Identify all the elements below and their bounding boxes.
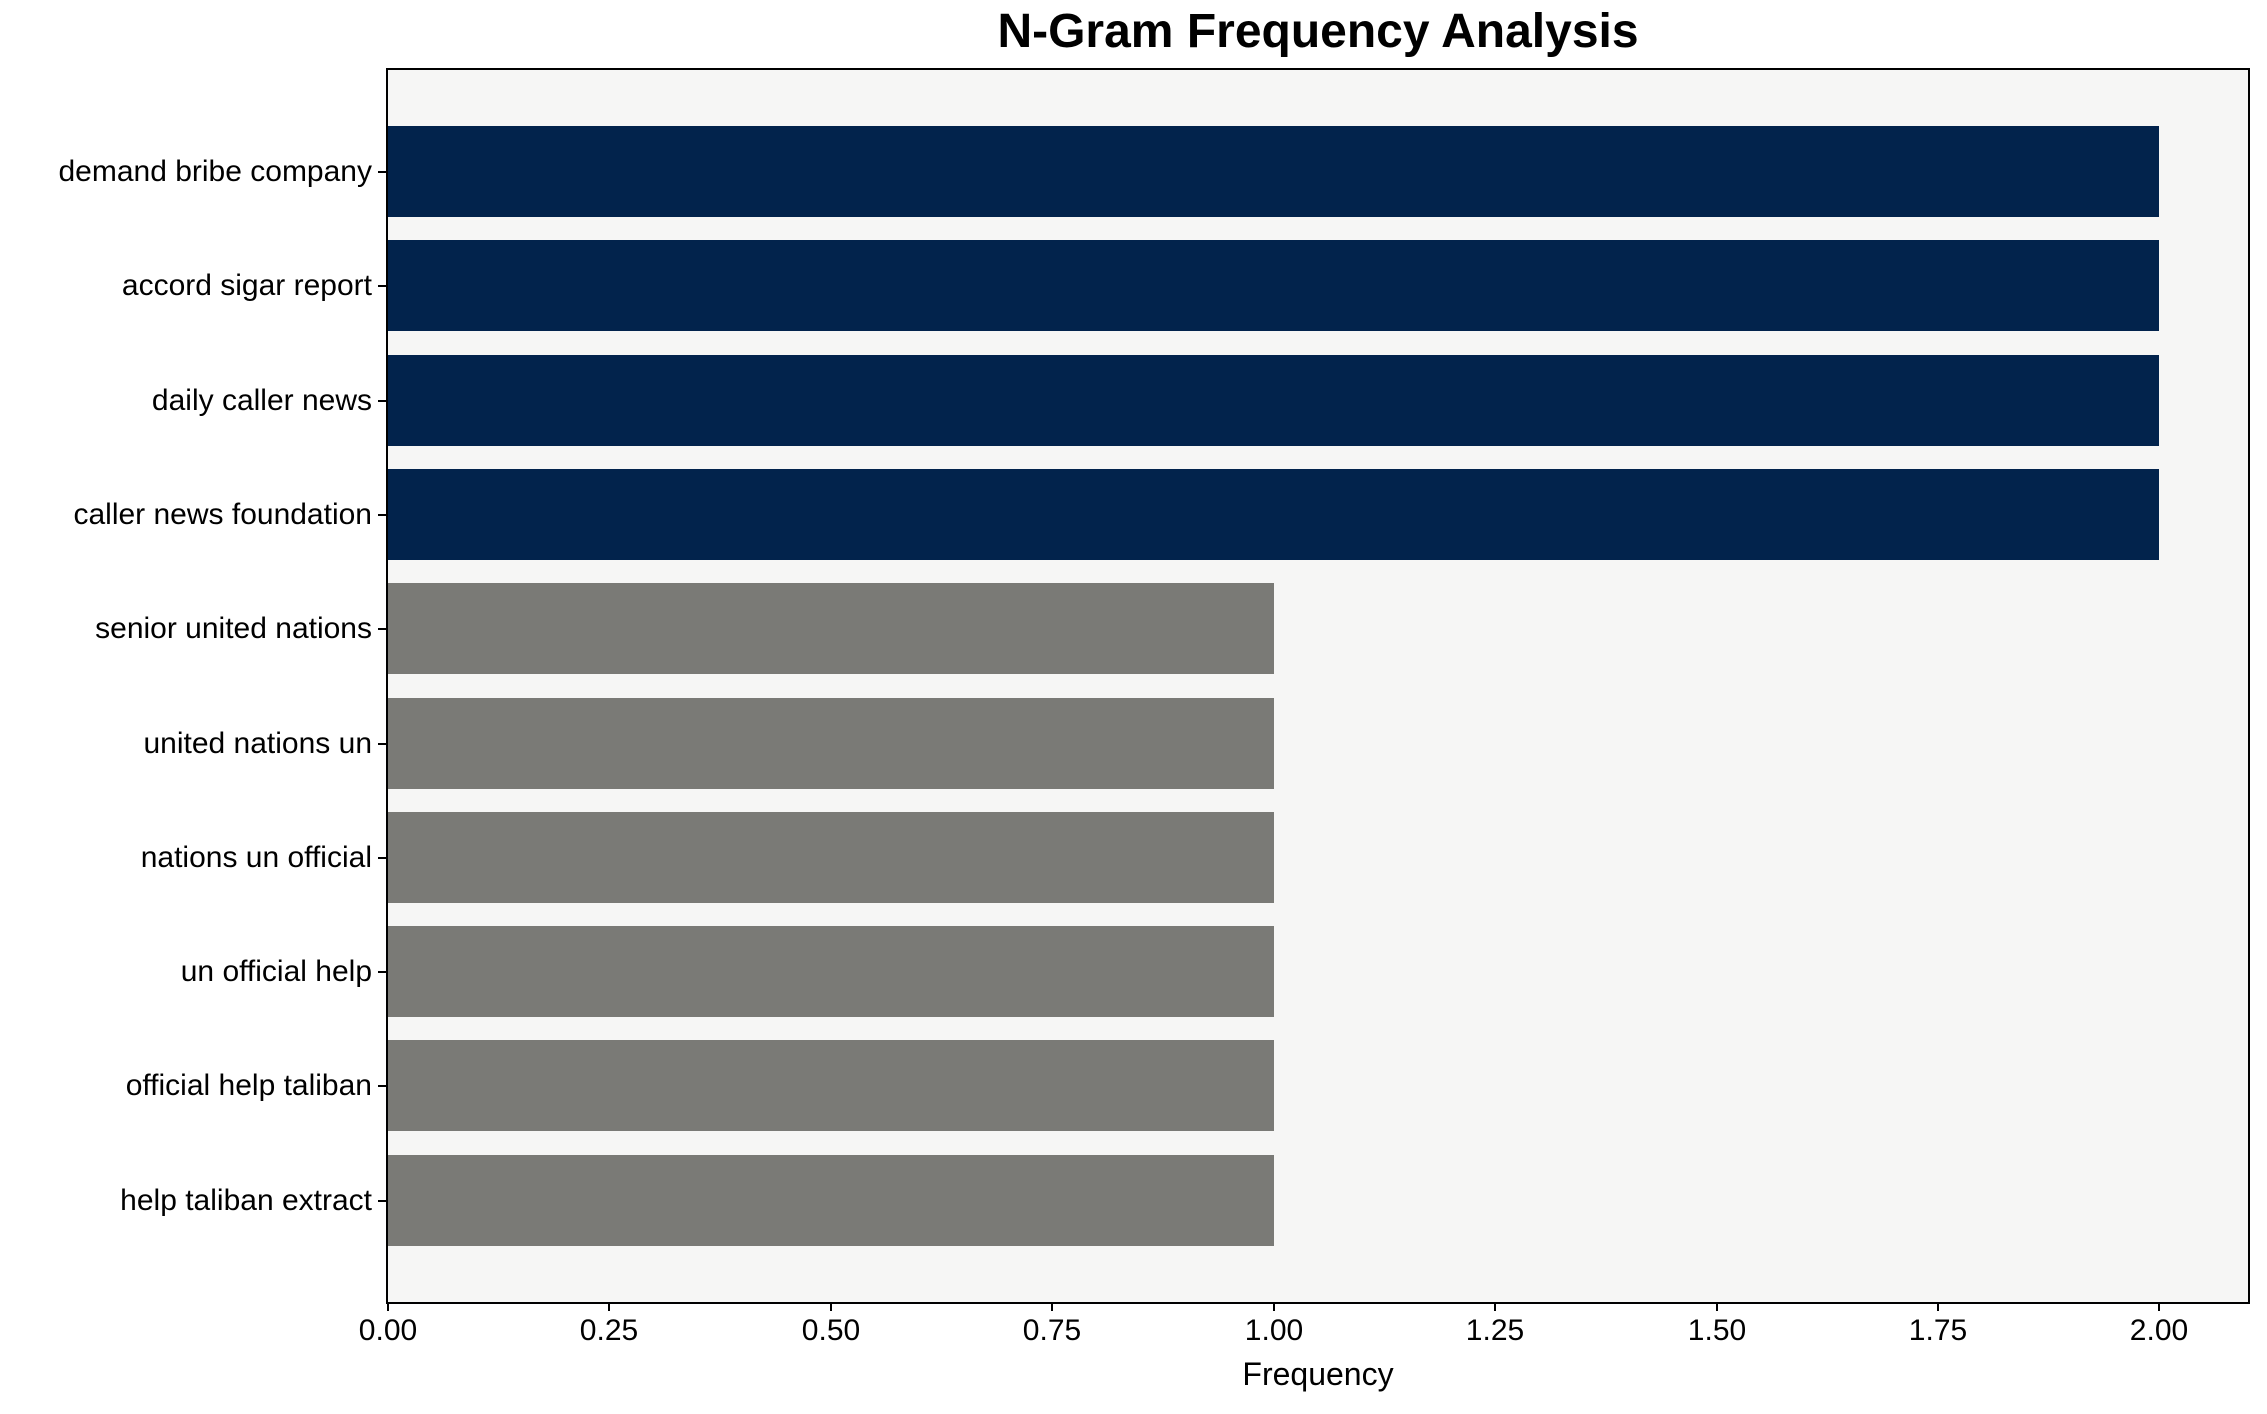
bar [388,1155,1274,1246]
x-tick-label: 0.50 [801,1314,861,1347]
x-tick-mark [830,1302,832,1311]
bar [388,240,2159,331]
bar [388,698,1274,789]
bar [388,1040,1274,1131]
x-tick-mark [2158,1302,2160,1311]
bar [388,469,2159,560]
x-tick-mark [1716,1302,1718,1311]
bar [388,355,2159,446]
bar [388,926,1274,1017]
x-tick-mark [1051,1302,1053,1311]
bar [388,812,1274,903]
y-tick-mark [378,513,388,516]
y-tick-label: un official help [180,954,372,988]
y-tick-mark [378,627,388,630]
x-tick-label: 2.00 [2129,1314,2189,1347]
x-tick-mark [1273,1302,1275,1311]
bars-layer [388,70,2248,1302]
y-tick-label: accord sigar report [121,268,372,302]
y-tick-label: senior united nations [95,611,372,645]
x-tick-label: 1.00 [1244,1314,1304,1347]
x-tick-label: 1.75 [1908,1314,1968,1347]
y-tick-label: nations un official [140,840,372,874]
x-tick-mark [1937,1302,1939,1311]
plot-area [386,68,2250,1304]
x-axis-title: Frequency [1242,1356,1394,1392]
y-tick-label: united nations un [143,726,372,760]
x-tick-mark [387,1302,389,1311]
x-tick-mark [608,1302,610,1311]
x-tick-label: 1.25 [1465,1314,1525,1347]
x-tick-label: 0.00 [358,1314,418,1347]
y-tick-mark [378,170,388,173]
y-tick-mark [378,399,388,402]
x-tick-mark [1494,1302,1496,1311]
bar [388,126,2159,217]
y-tick-mark [378,970,388,973]
bar [388,583,1274,674]
y-tick-label: caller news foundation [73,497,372,531]
y-tick-mark [378,1199,388,1202]
chart-title: N-Gram Frequency Analysis [997,5,1639,58]
x-tick-label: 0.75 [1022,1314,1082,1347]
y-tick-mark [378,284,388,287]
y-tick-mark [378,742,388,745]
x-tick-label: 1.50 [1687,1314,1747,1347]
y-tick-label: official help taliban [125,1068,372,1102]
y-tick-label: help taliban extract [120,1183,372,1217]
y-tick-label: demand bribe company [58,154,372,188]
y-tick-mark [378,1084,388,1087]
y-tick-label: daily caller news [151,383,372,417]
x-tick-label: 0.25 [579,1314,639,1347]
y-tick-mark [378,856,388,859]
